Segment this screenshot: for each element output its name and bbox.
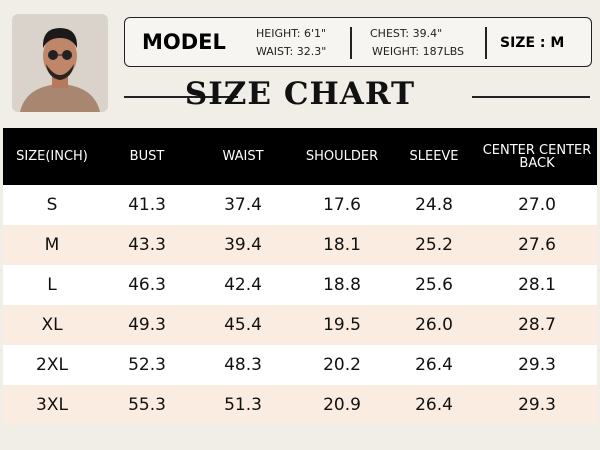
table-cell: 20.2	[293, 345, 391, 385]
table-cell: 48.3	[193, 345, 293, 385]
table-cell: XL	[3, 305, 101, 345]
table-cell: M	[3, 225, 101, 265]
table-cell: 27.0	[477, 185, 597, 225]
model-size: SIZE : M	[500, 35, 565, 51]
table-cell: 26.0	[391, 305, 477, 345]
header-cell: WAIST	[193, 128, 293, 185]
table-cell: 25.2	[391, 225, 477, 265]
model-weight: WEIGHT: 187LBS	[372, 45, 465, 58]
table-cell: 19.5	[293, 305, 391, 345]
model-label: MODEL	[142, 30, 226, 54]
header-cell: SIZE(INCH)	[3, 128, 101, 185]
header-cell: SLEEVE	[391, 128, 477, 185]
table-cell: 18.8	[293, 265, 391, 305]
table-cell: 29.3	[477, 345, 597, 385]
table-cell: 26.4	[391, 385, 477, 425]
size-table: SIZE(INCH) BUST WAIST SHOULDER SLEEVE CENTER …	[3, 128, 597, 425]
model-box	[124, 17, 592, 67]
table-cell: L	[3, 265, 101, 305]
table-cell: 18.1	[293, 225, 391, 265]
model-height: HEIGHT: 6'1"	[256, 27, 327, 40]
table-cell: 43.3	[101, 225, 193, 265]
table-cell: 27.6	[477, 225, 597, 265]
model-waist: WAIST: 32.3"	[256, 45, 327, 58]
table-row: XL 49.3 45.4 19.5 26.0 28.7	[3, 305, 597, 345]
table-cell: 28.7	[477, 305, 597, 345]
table-row: L 46.3 42.4 18.8 25.6 28.1	[3, 265, 597, 305]
table-row: M 43.3 39.4 18.1 25.2 27.6	[3, 225, 597, 265]
table-row: 3XL 55.3 51.3 20.9 26.4 29.3	[3, 385, 597, 425]
table-cell: 45.4	[193, 305, 293, 345]
table-cell: 39.4	[193, 225, 293, 265]
rule	[472, 96, 590, 98]
rule	[124, 96, 238, 98]
table-cell: 41.3	[101, 185, 193, 225]
divider	[350, 27, 352, 59]
table-cell: 51.3	[193, 385, 293, 425]
table-cell: 55.3	[101, 385, 193, 425]
header-cell: BUST	[101, 128, 193, 185]
header-row: SIZE(INCH) BUST WAIST SHOULDER SLEEVE CENTER …	[3, 128, 597, 185]
table-cell: 25.6	[391, 265, 477, 305]
title: SIZE CHART	[184, 76, 416, 112]
table-cell: 26.4	[391, 345, 477, 385]
table-cell: 3XL	[3, 385, 101, 425]
model-photo	[12, 14, 108, 112]
table-row: S 41.3 37.4 17.6 24.8 27.0	[3, 185, 597, 225]
table-cell: 24.8	[391, 185, 477, 225]
table-cell: S	[3, 185, 101, 225]
table-row: 2XL 52.3 48.3 20.2 26.4 29.3	[3, 345, 597, 385]
table-cell: 29.3	[477, 385, 597, 425]
table-cell: 46.3	[101, 265, 193, 305]
table-cell: 20.9	[293, 385, 391, 425]
table-cell: 52.3	[101, 345, 193, 385]
table-cell: 28.1	[477, 265, 597, 305]
table-cell: 37.4	[193, 185, 293, 225]
table-cell: 2XL	[3, 345, 101, 385]
header-cell: CENTER CENTER BACK	[477, 128, 597, 185]
header-cell: SHOULDER	[293, 128, 391, 185]
table-cell: 42.4	[193, 265, 293, 305]
table-cell: 49.3	[101, 305, 193, 345]
table-cell: 17.6	[293, 185, 391, 225]
model-chest: CHEST: 39.4"	[370, 27, 443, 40]
divider	[485, 27, 487, 59]
